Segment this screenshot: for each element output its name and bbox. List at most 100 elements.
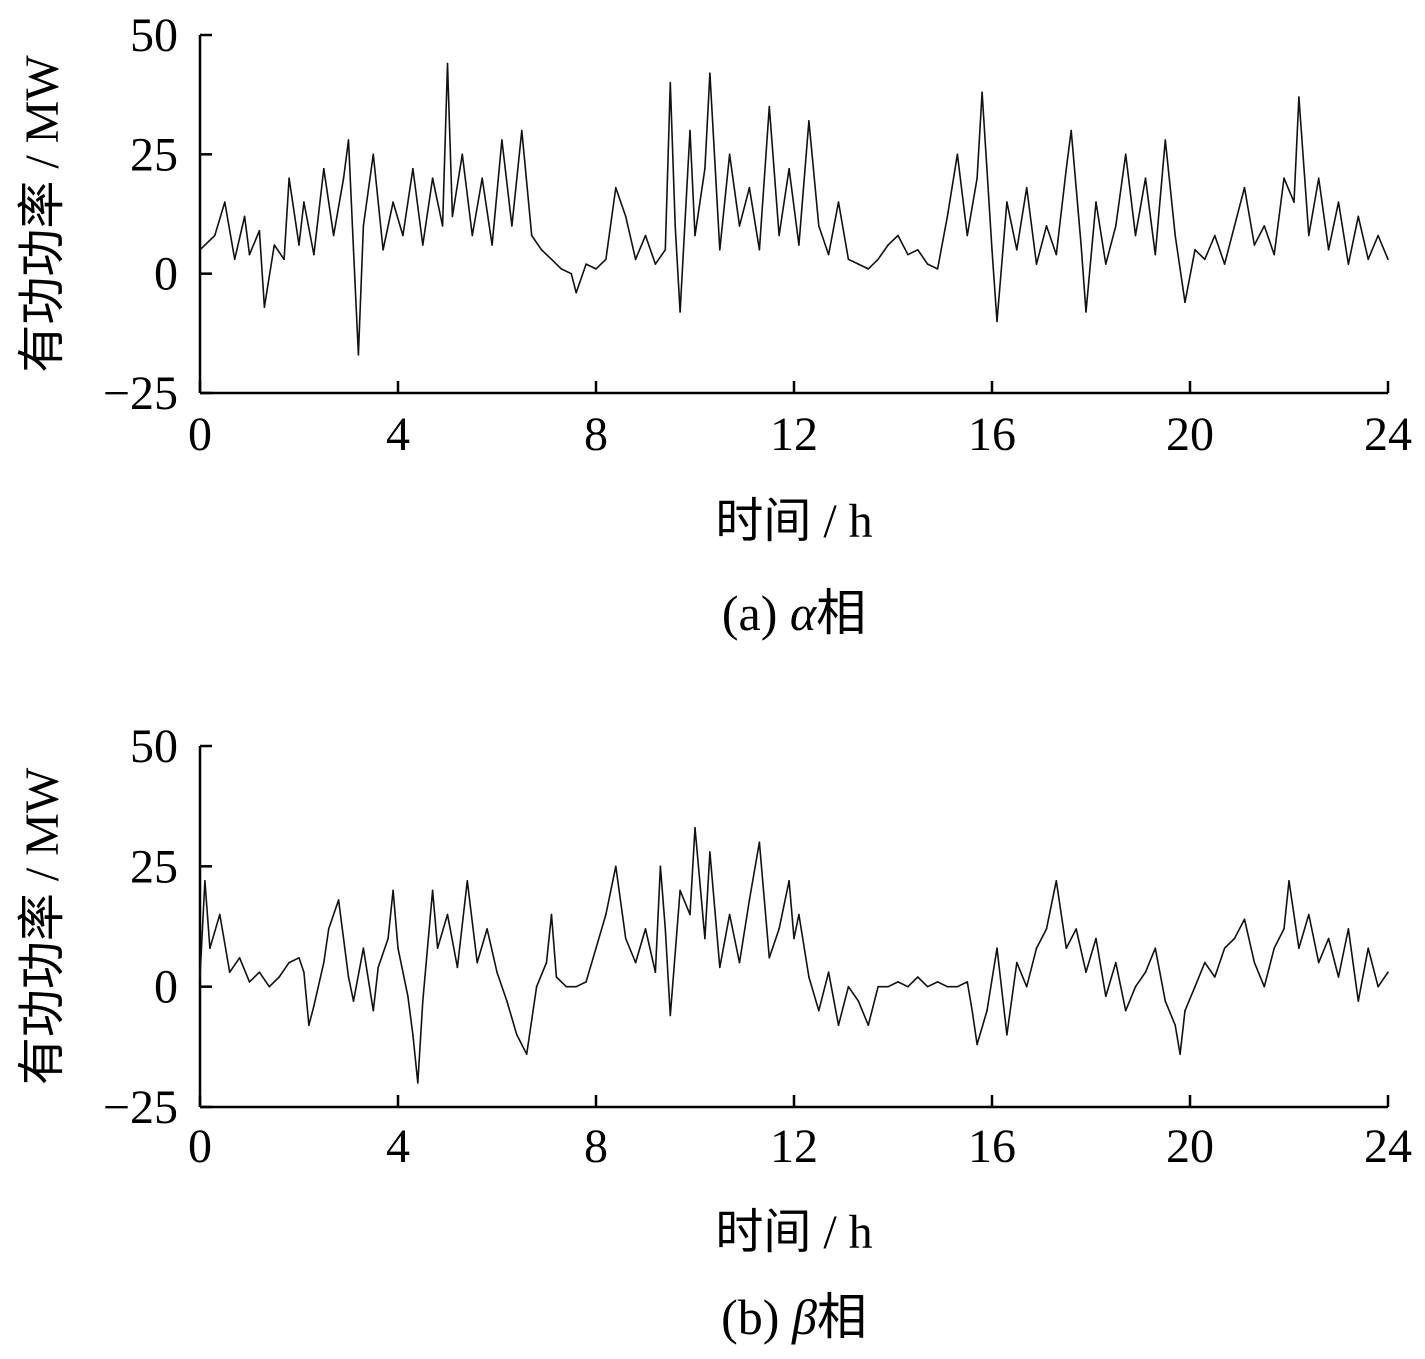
data-point [986,1009,988,1012]
data-point [867,268,870,270]
x-tick-label: 20 [1166,408,1214,461]
data-point [1070,129,1072,132]
data-point [1204,961,1206,964]
data-point [555,976,558,978]
data-point [748,186,751,189]
data-point [248,253,251,256]
data-point [1214,976,1216,978]
data-point [392,889,394,892]
data-point [966,234,969,237]
data-point [1006,1034,1008,1036]
data-point [857,263,860,265]
x-tick-label: 24 [1364,1120,1412,1173]
x-tick-label: 0 [188,1120,212,1173]
data-point [313,253,315,256]
data-point [624,937,627,940]
data-point [926,985,929,988]
data-point [946,985,949,988]
data-point [1253,244,1256,246]
data-point [1134,985,1137,988]
data-point [1283,928,1285,930]
data-point [273,244,276,246]
data-point [511,225,513,227]
data-point [412,1034,414,1036]
data-point [837,1024,840,1026]
x-tick-label: 12 [770,408,818,461]
data-point [1387,971,1389,973]
data-point [1025,186,1028,189]
data-point [387,937,389,940]
panel-caption: (b) β相 [721,1289,867,1345]
data-point [654,971,657,973]
data-point [545,961,548,964]
data-point [1327,249,1330,251]
data-point [1273,947,1275,949]
data-point [768,105,771,108]
data-point [1045,928,1048,930]
data-point [689,913,691,916]
data-point [1080,244,1082,246]
data-point [1317,177,1320,179]
data-point [758,249,761,251]
data-point [907,985,909,988]
data-point [337,899,340,901]
data-point [303,201,305,203]
data-point [981,91,983,94]
data-point [1105,263,1107,265]
data-point [298,957,300,959]
x-tick-label: 0 [188,408,212,461]
data-point [996,947,998,949]
data-point [827,971,830,973]
y-tick-label: 0 [154,961,178,1014]
data-point [1065,167,1068,170]
data-point [228,971,231,973]
data-point [1095,937,1097,940]
data-point [778,234,780,237]
series-line [199,826,1389,1084]
data-point [436,947,439,949]
data-point [1194,985,1196,988]
data-point [1174,1024,1176,1026]
data-point [793,937,795,940]
data-point [1308,913,1310,916]
data-point [323,961,325,964]
data-point [372,153,375,156]
data-point [867,1024,870,1026]
data-point [283,258,285,261]
data-point [1317,961,1320,964]
data-point [897,234,899,237]
data-point [966,981,969,983]
data-point [1006,201,1008,203]
data-point [1154,947,1157,949]
data-point [996,320,998,323]
y-axis-title: 有功功率 / MW [16,55,69,373]
data-point [689,129,691,132]
data-point [506,1000,508,1002]
x-tick-label: 16 [968,408,1016,461]
y-axis-title: 有功功率 / MW [16,767,69,1085]
x-tick-label: 8 [584,408,608,461]
data-point [476,961,479,964]
data-point [303,971,305,973]
y-tick-label: 0 [154,248,178,301]
data-point [352,249,355,251]
data-point [758,841,761,844]
data-point [694,827,696,829]
data-point [1308,234,1310,237]
data-point [525,1053,528,1055]
data-point [644,234,647,237]
y-tick-label: 50 [130,720,178,773]
data-point [1075,928,1077,930]
data-point [575,985,577,988]
data-point [946,215,949,218]
data-point [664,249,667,251]
data-point [471,234,474,237]
data-point [288,961,290,964]
data-point [431,889,434,892]
data-point [446,62,449,65]
data-point [268,985,271,988]
data-point [738,225,741,227]
data-point [887,985,889,988]
